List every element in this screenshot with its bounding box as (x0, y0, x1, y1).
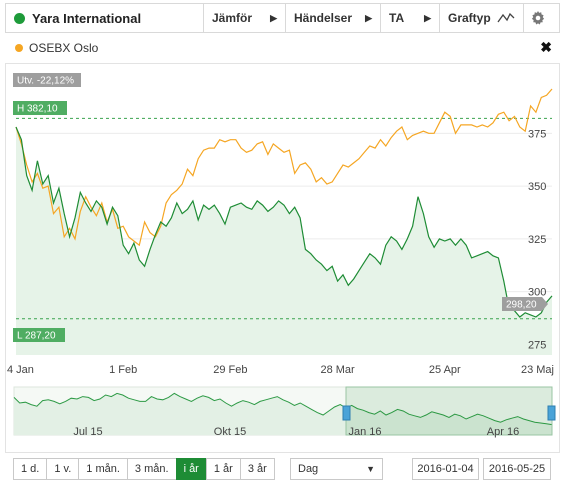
period-button[interactable]: 1 v. (46, 458, 80, 480)
caret-right-icon: ▶ (270, 12, 277, 23)
last-value-label-bg (502, 297, 548, 311)
dropdown-arrow-icon: ▼ (366, 464, 375, 474)
interval-value: Dag (298, 463, 319, 475)
instrument-title: Yara International (6, 4, 204, 32)
y-tick-label: 325 (528, 234, 546, 246)
period-selector: 1 d. 1 v. 1 mån. 3 mån. i år 1 år 3 år (13, 458, 275, 480)
navigator-label: Jul 15 (73, 426, 102, 438)
navigator-handle-left[interactable] (342, 405, 351, 421)
x-tick-label: 4 Jan (7, 364, 34, 376)
interval-select[interactable]: Dag ▼ (290, 458, 383, 480)
x-tick-label: 29 Feb (213, 364, 247, 376)
y-tick-label: 275 (528, 339, 546, 351)
period-button[interactable]: 1 mån. (78, 458, 128, 480)
y-tick-label: 375 (528, 128, 546, 140)
x-tick-label: 23 Maj (521, 364, 554, 376)
graph-type-menu[interactable]: Graftyp (440, 4, 524, 32)
x-tick-label: 25 Apr (429, 364, 461, 376)
change-label-bg (13, 73, 81, 87)
low-label-bg (13, 328, 65, 342)
navigator-label: Okt 15 (214, 426, 246, 438)
compare-color-dot (15, 44, 23, 52)
navigator-handle-right[interactable] (547, 405, 556, 421)
period-button[interactable]: 3 år (239, 458, 275, 480)
change-label-text: Utv. -22,12% (17, 76, 74, 87)
last-value-label-text: 298,20 (506, 300, 537, 311)
caret-right-icon: ▶ (365, 12, 372, 23)
compare-series-line (15, 88, 553, 247)
compare-instrument-name: OSEBX Oslo (29, 41, 99, 55)
chart-toolbar: Yara International Jämför ▶ Händelser ▶ … (5, 3, 560, 33)
navigator-line (13, 392, 553, 426)
gear-icon (531, 11, 545, 25)
high-label-bg (13, 101, 67, 115)
graph-type-label: Graftyp (448, 11, 491, 25)
low-label: L 287,20 (13, 328, 65, 342)
line-chart-icon (497, 12, 515, 23)
period-button[interactable]: 3 mån. (126, 458, 177, 480)
main-series-line (15, 126, 553, 318)
end-date-input[interactable]: 2016-05-25 (483, 458, 551, 480)
high-label-text: H 382,10 (17, 104, 58, 115)
start-date-input[interactable]: 2016-01-04 (412, 458, 479, 480)
end-date-value: 2016-05-25 (488, 463, 546, 475)
compare-menu[interactable]: Jämför ▶ (204, 4, 286, 32)
ta-menu[interactable]: TA ▶ (381, 4, 440, 32)
low-label-text: L 287,20 (17, 331, 56, 342)
caret-right-icon: ▶ (424, 12, 431, 23)
period-button[interactable]: i år (175, 458, 207, 480)
settings-button[interactable] (524, 4, 552, 32)
compare-legend-row: OSEBX Oslo ✖ (5, 37, 560, 59)
events-menu-label: Händelser (294, 11, 353, 25)
price-chart[interactable]: 275 300 325 350 375 4 Jan 1 Feb 29 Feb 28 Mar 25 … (6, 64, 561, 454)
instrument-color-dot (14, 12, 25, 24)
ta-menu-label: TA (389, 11, 405, 25)
y-tick-label: 350 (528, 181, 546, 193)
compare-menu-label: Jämför (212, 11, 253, 25)
main-series-area (16, 127, 552, 355)
navigator-label: Apr 16 (487, 426, 519, 438)
period-button[interactable]: 1 år (205, 458, 241, 480)
last-value-label: 298,20 (502, 297, 548, 311)
remove-compare-button[interactable]: ✖ (540, 39, 552, 55)
navigator-label: Jan 16 (348, 426, 381, 438)
instrument-name: Yara International (32, 10, 142, 26)
high-label: H 382,10 (13, 101, 67, 115)
change-label: Utv. -22,12% (13, 73, 81, 87)
y-tick-label: 300 (528, 287, 546, 299)
x-tick-label: 28 Mar (320, 364, 355, 376)
period-button[interactable]: 1 d. (13, 458, 48, 480)
events-menu[interactable]: Händelser ▶ (286, 4, 381, 32)
navigator-area (14, 393, 552, 435)
x-tick-label: 1 Feb (109, 364, 137, 376)
start-date-value: 2016-01-04 (417, 463, 474, 475)
chart-area: 275 300 325 350 375 4 Jan 1 Feb 29 Feb 28 Mar 25 … (5, 63, 560, 453)
